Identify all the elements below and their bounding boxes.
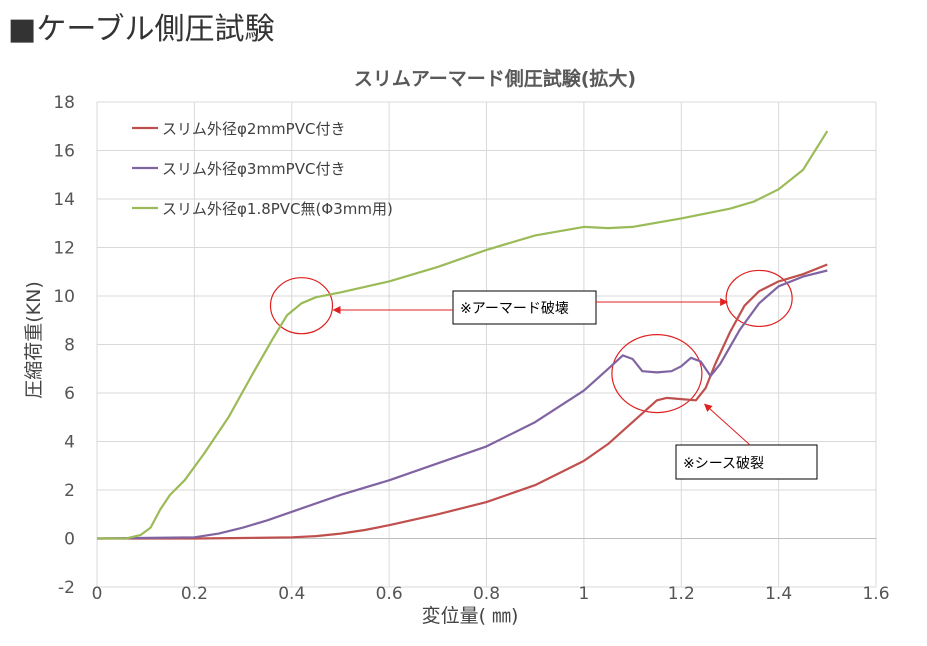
x-tick-label: 1.2 bbox=[668, 584, 695, 604]
y-tick-label: -2 bbox=[58, 578, 75, 598]
x-tick-label: 0.8 bbox=[473, 584, 500, 604]
sheath-burst-circle bbox=[611, 334, 703, 414]
annotation-box-sheath bbox=[675, 444, 818, 480]
annotation-arrow-sheath bbox=[703, 403, 751, 446]
x-tick-label: 0.2 bbox=[181, 584, 208, 604]
armor-failure-circle-red bbox=[725, 269, 793, 328]
annotations: ※アーマード破壊 ※シース破裂 bbox=[332, 290, 818, 480]
annotation-text-armor: ※アーマード破壊 bbox=[460, 301, 569, 317]
axes: -2 0 2 4 6 8 10 12 14 16 18 0 0.2 0.4 0.6 0.8 1 1.2 1.4 1.6 bbox=[53, 93, 889, 604]
x-axis-label: 変位量( ㎜) bbox=[422, 605, 519, 627]
chart-title: スリムアーマード側圧試験(拡大) bbox=[354, 67, 636, 90]
series-line-1 bbox=[97, 263, 828, 540]
annotation-text-sheath: ※シース破裂 bbox=[683, 456, 764, 472]
y-tick-label: 18 bbox=[53, 93, 75, 113]
x-tick-label: 0 bbox=[92, 584, 103, 604]
y-tick-label: 12 bbox=[53, 239, 75, 259]
page-heading: ■ケーブル側圧試験 bbox=[8, 12, 275, 47]
x-tick-label: 1 bbox=[578, 584, 589, 604]
series-line-3 bbox=[97, 130, 829, 540]
legend-label: スリム外径φ3mmPVC付き bbox=[162, 160, 345, 178]
legend-label: スリム外径φ1.8PVC無(Φ3mm用) bbox=[162, 200, 393, 218]
x-tick-label: 0.6 bbox=[376, 584, 403, 604]
y-tick-label: 2 bbox=[64, 481, 75, 501]
x-tick-label: 1.6 bbox=[862, 584, 889, 604]
y-tick-label: 6 bbox=[64, 384, 75, 404]
legend-label: スリム外径φ2mmPVC付き bbox=[162, 120, 345, 138]
y-tick-label: 8 bbox=[64, 336, 75, 356]
y-tick-label: 16 bbox=[53, 142, 75, 162]
legend: スリム外径φ2mmPVC付きスリム外径φ3mmPVC付きスリム外径φ1.8PVC… bbox=[132, 120, 393, 218]
x-tick-label: 0.4 bbox=[278, 584, 305, 604]
annotation-box-armor bbox=[452, 290, 597, 325]
y-tick-label: 14 bbox=[53, 190, 75, 210]
y-tick-label: 4 bbox=[64, 433, 75, 453]
y-axis-label: 圧縮荷重(KN) bbox=[23, 281, 45, 399]
series-lines bbox=[96, 130, 829, 540]
y-tick-label: 0 bbox=[64, 530, 75, 550]
x-tick-label: 1.4 bbox=[765, 584, 792, 604]
armor-failure-circle-green bbox=[269, 277, 334, 335]
gridlines bbox=[96, 101, 877, 588]
series-line-2 bbox=[96, 269, 828, 540]
y-tick-label: 10 bbox=[53, 287, 75, 307]
